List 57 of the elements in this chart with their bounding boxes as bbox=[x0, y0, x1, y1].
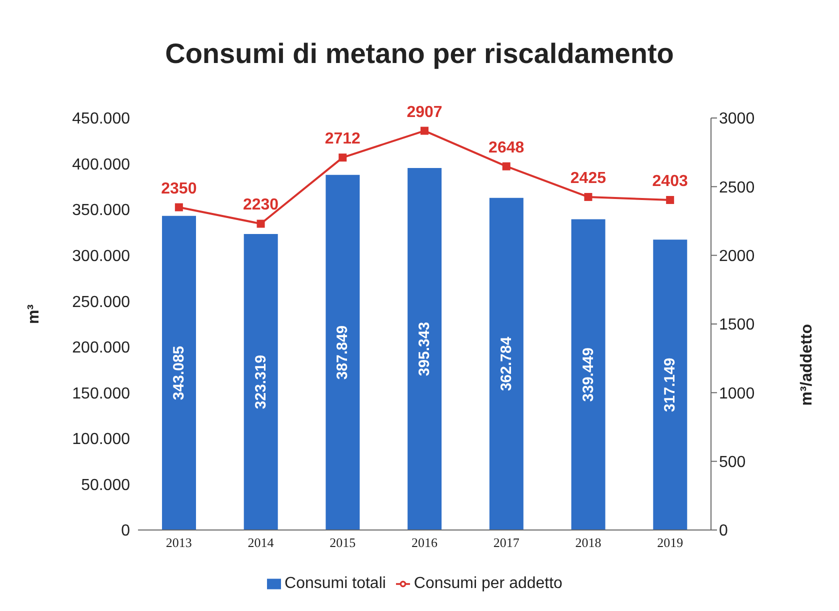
y2-tick-label: 1000 bbox=[719, 385, 755, 402]
data-label: 2403 bbox=[652, 172, 688, 190]
data-label: 2712 bbox=[324, 130, 361, 148]
y-tick-label: 300.000 bbox=[72, 248, 130, 266]
x-tick-label: 2016 bbox=[412, 535, 438, 550]
data-label: 317.149 bbox=[662, 358, 679, 412]
y-tick-label: 150.000 bbox=[72, 385, 130, 402]
data-label: 387.849 bbox=[334, 325, 352, 380]
x-tick-label: 2018 bbox=[575, 535, 602, 550]
y-tick-label: 400.000 bbox=[72, 156, 130, 174]
point bbox=[338, 154, 347, 162]
y-tick-label: 450.000 bbox=[72, 110, 130, 128]
bar bbox=[653, 240, 688, 530]
y2-tick-label: 3000 bbox=[719, 110, 755, 128]
y2-tick-label: 2000 bbox=[719, 248, 755, 266]
bar bbox=[571, 219, 606, 530]
point bbox=[584, 192, 592, 201]
data-label: 2230 bbox=[242, 196, 279, 214]
y-tick-label: 100.000 bbox=[72, 431, 130, 448]
x-tick-label: 2014 bbox=[248, 535, 274, 550]
y-tick-label: 350.000 bbox=[72, 202, 130, 220]
x-tick-label: 2017 bbox=[493, 535, 520, 550]
x-tick-label: 2013 bbox=[166, 535, 192, 550]
bar bbox=[326, 174, 360, 530]
data-label: 343.085 bbox=[170, 346, 188, 400]
legend-label: Consumi per addetto bbox=[414, 575, 562, 592]
data-label: 362.784 bbox=[498, 336, 515, 392]
y-tick-label: 0 bbox=[121, 522, 130, 540]
data-label: 2907 bbox=[406, 104, 442, 121]
data-label: 2350 bbox=[161, 180, 197, 198]
y-tick-label: 250.000 bbox=[72, 294, 130, 311]
y2-tick-label: 2500 bbox=[719, 179, 755, 196]
data-label: 323.319 bbox=[252, 354, 270, 410]
data-label: 395.343 bbox=[416, 322, 434, 376]
point bbox=[420, 126, 428, 135]
data-label: 2425 bbox=[570, 170, 606, 187]
y-tick-label: 50.000 bbox=[81, 476, 130, 494]
data-label: 339.449 bbox=[580, 347, 597, 402]
point bbox=[502, 162, 510, 170]
y-tick-label: 200.000 bbox=[72, 340, 130, 357]
point bbox=[666, 196, 674, 204]
point bbox=[174, 203, 183, 212]
x-tick-label: 2019 bbox=[657, 535, 684, 550]
y2-tick-label: 0 bbox=[719, 522, 728, 540]
x-tick-label: 2015 bbox=[330, 535, 356, 550]
bar bbox=[408, 168, 442, 530]
bar bbox=[162, 216, 196, 530]
y-axis-title: m³ bbox=[26, 304, 43, 324]
chart-title: Consumi di metano per riscaldamento bbox=[164, 37, 675, 71]
data-label: 2648 bbox=[488, 139, 524, 156]
bar bbox=[489, 198, 524, 530]
y2-tick-label: 500 bbox=[719, 454, 746, 472]
y2-tick-label: 1500 bbox=[719, 316, 755, 334]
point bbox=[256, 220, 265, 228]
y2-axis-title: m³/addetto bbox=[798, 324, 816, 406]
legend-label: Consumi totali bbox=[284, 575, 386, 592]
bar bbox=[244, 234, 278, 530]
